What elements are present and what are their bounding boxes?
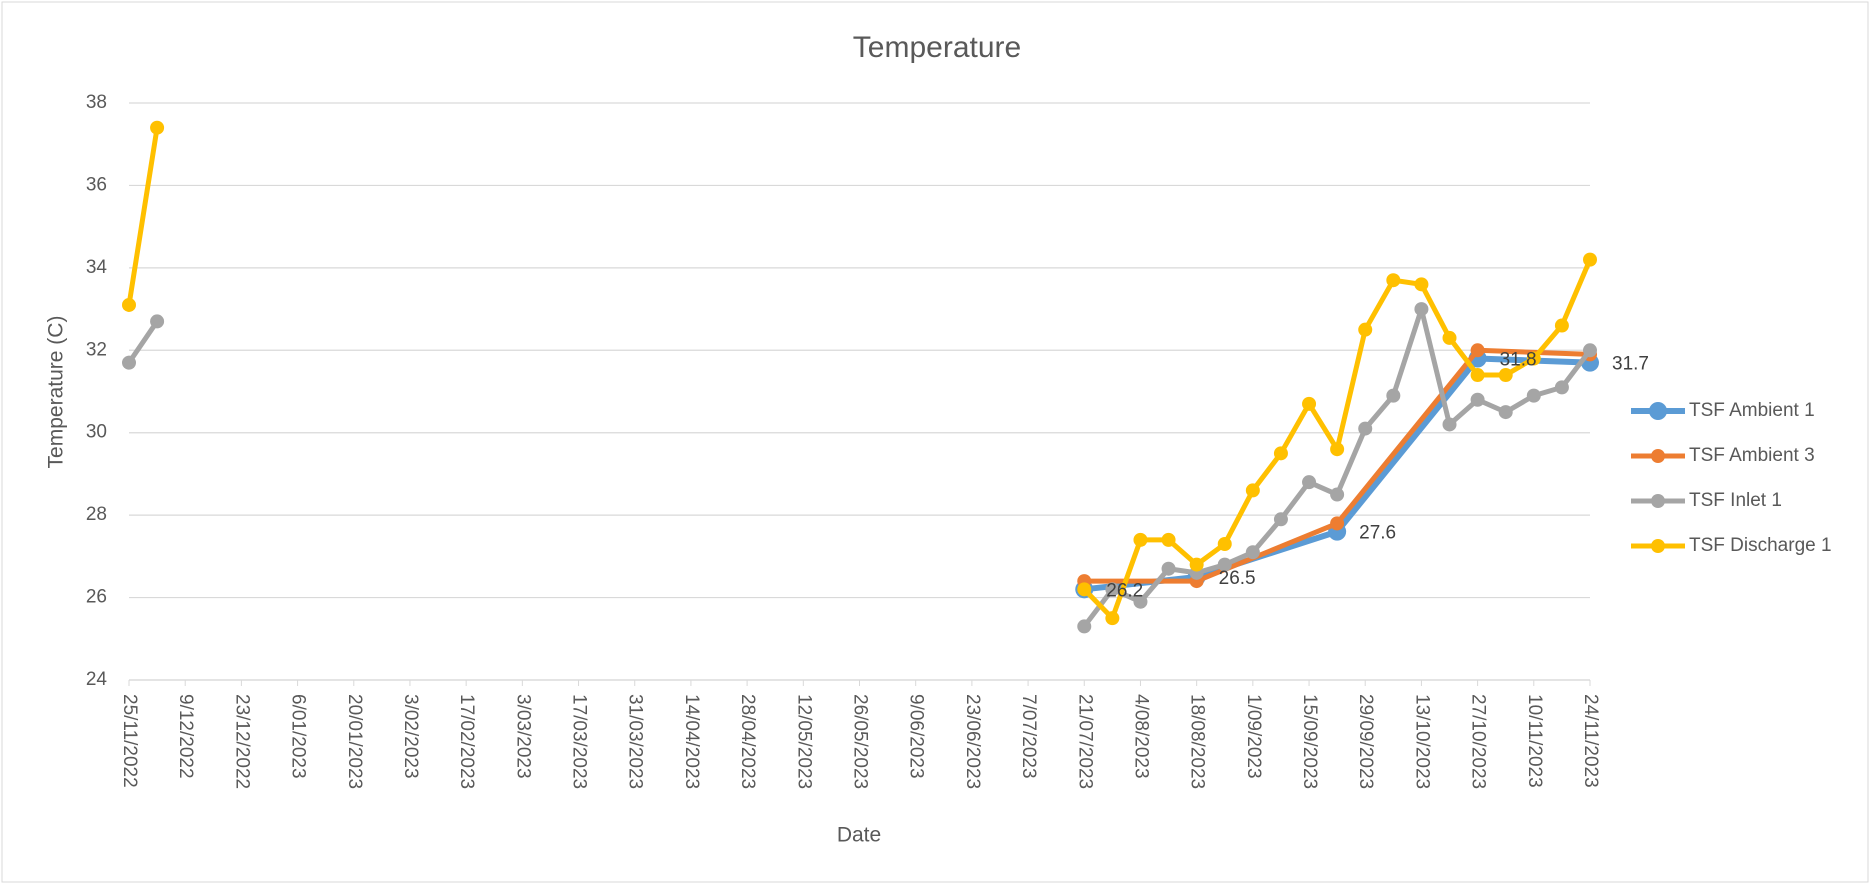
series-marker xyxy=(1133,532,1148,547)
series-marker xyxy=(1302,396,1317,411)
x-tick-label: 25/11/2022 xyxy=(119,694,140,788)
series-marker xyxy=(1470,343,1485,358)
y-tick-label: 24 xyxy=(86,669,108,690)
series-marker xyxy=(1189,557,1204,572)
x-tick-label: 17/02/2023 xyxy=(456,694,477,789)
series-marker xyxy=(1217,536,1232,551)
x-tick-label: 3/03/2023 xyxy=(512,694,533,779)
y-tick-label: 36 xyxy=(86,174,107,195)
series-marker xyxy=(1442,417,1457,432)
series-marker xyxy=(1077,582,1092,597)
series-marker xyxy=(1554,318,1569,333)
x-tick-label: 29/09/2023 xyxy=(1355,694,1376,789)
series-marker xyxy=(1302,475,1317,490)
x-tick-label: 3/02/2023 xyxy=(400,694,421,779)
x-tick-label: 12/05/2023 xyxy=(793,694,814,789)
x-tick-label: 24/11/2023 xyxy=(1580,694,1601,788)
series-marker xyxy=(1105,611,1120,626)
x-tick-label: 4/08/2023 xyxy=(1130,694,1151,779)
series-marker xyxy=(1358,421,1373,436)
series-marker xyxy=(1498,368,1513,383)
legend-label: TSF Ambient 3 xyxy=(1689,445,1815,466)
data-label: 27.6 xyxy=(1359,523,1396,544)
series-marker xyxy=(1358,322,1373,337)
series-marker xyxy=(1273,512,1288,527)
series-marker xyxy=(1470,368,1485,383)
series-marker xyxy=(1273,446,1288,461)
data-label: 26.2 xyxy=(1106,580,1143,601)
series-marker xyxy=(1526,388,1541,403)
series-marker xyxy=(1077,619,1092,634)
x-tick-label: 17/03/2023 xyxy=(569,694,590,789)
legend-label: TSF Discharge 1 xyxy=(1689,535,1832,556)
x-tick-label: 10/11/2023 xyxy=(1524,694,1545,788)
x-tick-label: 23/12/2022 xyxy=(231,694,252,789)
series-marker xyxy=(1330,516,1345,531)
series-marker xyxy=(150,314,165,329)
x-tick-label: 18/08/2023 xyxy=(1187,694,1208,789)
x-tick-label: 9/06/2023 xyxy=(906,694,927,779)
x-tick-label: 7/07/2023 xyxy=(1018,694,1039,779)
series-marker xyxy=(1161,561,1176,576)
x-tick-label: 9/12/2022 xyxy=(175,694,196,779)
legend-label: TSF Ambient 1 xyxy=(1689,400,1815,421)
x-tick-label: 28/04/2023 xyxy=(737,694,758,789)
chart-title: Temperature xyxy=(853,31,1021,64)
series-marker xyxy=(1386,273,1401,288)
y-tick-label: 28 xyxy=(86,504,107,525)
y-tick-label: 30 xyxy=(86,422,107,443)
series-marker xyxy=(1245,483,1260,498)
y-axis-label: Temperature (C) xyxy=(45,316,68,469)
x-tick-label: 15/09/2023 xyxy=(1299,694,1320,789)
series-marker xyxy=(1526,351,1541,366)
y-tick-label: 32 xyxy=(86,339,107,360)
x-tick-label: 27/10/2023 xyxy=(1468,694,1489,789)
series-marker xyxy=(1161,532,1176,547)
legend-label: TSF Inlet 1 xyxy=(1689,490,1782,511)
series-marker xyxy=(122,355,136,370)
data-label: 26.5 xyxy=(1219,568,1256,589)
x-tick-label: 1/09/2023 xyxy=(1243,694,1264,779)
x-tick-label: 6/01/2023 xyxy=(288,694,309,779)
series-marker xyxy=(122,297,136,312)
x-tick-label: 13/10/2023 xyxy=(1411,694,1432,789)
series-marker xyxy=(1386,388,1401,403)
legend-marker xyxy=(1651,539,1665,553)
legend-marker xyxy=(1651,494,1665,508)
series-marker xyxy=(150,120,165,135)
data-label: 31.8 xyxy=(1500,350,1537,371)
series-marker xyxy=(1217,557,1232,572)
series-marker xyxy=(1105,582,1120,597)
y-tick-label: 26 xyxy=(86,587,107,608)
series-marker xyxy=(1330,442,1345,457)
series-marker xyxy=(1245,545,1260,560)
x-axis-label: Date xyxy=(837,824,881,847)
x-tick-label: 20/01/2023 xyxy=(344,694,365,789)
series-marker xyxy=(1330,487,1345,502)
series-marker xyxy=(1133,594,1148,609)
series-marker xyxy=(1583,252,1597,267)
x-tick-label: 26/05/2023 xyxy=(849,694,870,789)
legend-marker xyxy=(1651,449,1665,463)
series-marker xyxy=(1414,302,1429,317)
legend-marker xyxy=(1649,402,1667,420)
data-label: 31.7 xyxy=(1612,354,1649,375)
series-marker xyxy=(1498,405,1513,420)
x-tick-label: 21/07/2023 xyxy=(1074,694,1095,789)
x-tick-label: 14/04/2023 xyxy=(681,694,702,789)
x-tick-label: 31/03/2023 xyxy=(625,694,646,789)
series-marker xyxy=(1554,380,1569,395)
series-marker xyxy=(1583,343,1597,358)
series-marker xyxy=(1442,330,1457,345)
y-tick-label: 34 xyxy=(86,257,108,278)
series-marker xyxy=(1470,392,1485,407)
x-tick-label: 23/06/2023 xyxy=(962,694,983,789)
series-marker xyxy=(1414,277,1429,292)
y-tick-label: 38 xyxy=(86,92,107,113)
